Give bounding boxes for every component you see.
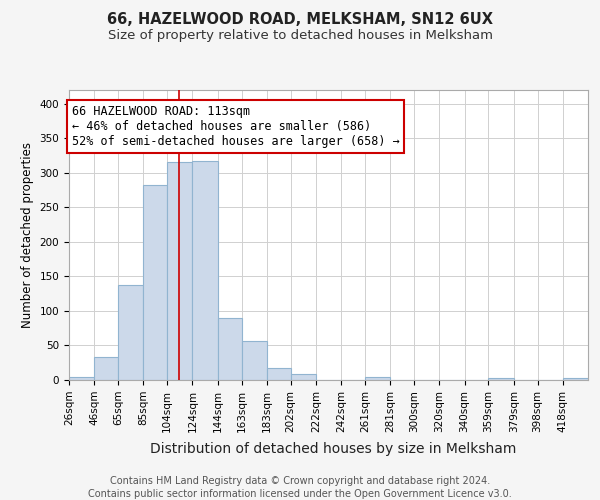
Text: Contains HM Land Registry data © Crown copyright and database right 2024.: Contains HM Land Registry data © Crown c… <box>110 476 490 486</box>
Bar <box>94 357 118 380</box>
Bar <box>167 162 193 380</box>
Bar <box>118 286 143 380</box>
Bar <box>563 378 588 380</box>
Text: Distribution of detached houses by size in Melksham: Distribution of detached houses by size … <box>150 442 516 456</box>
Bar <box>488 378 514 380</box>
Bar <box>365 377 390 380</box>
Text: Contains public sector information licensed under the Open Government Licence v3: Contains public sector information licen… <box>88 489 512 499</box>
Bar <box>218 318 242 380</box>
Bar <box>267 368 291 380</box>
Bar <box>193 161 218 380</box>
Text: Size of property relative to detached houses in Melksham: Size of property relative to detached ho… <box>107 29 493 42</box>
Text: 66 HAZELWOOD ROAD: 113sqm
← 46% of detached houses are smaller (586)
52% of semi: 66 HAZELWOOD ROAD: 113sqm ← 46% of detac… <box>71 105 399 148</box>
Y-axis label: Number of detached properties: Number of detached properties <box>21 142 34 328</box>
Bar <box>242 340 267 380</box>
Text: 66, HAZELWOOD ROAD, MELKSHAM, SN12 6UX: 66, HAZELWOOD ROAD, MELKSHAM, SN12 6UX <box>107 12 493 28</box>
Bar <box>143 184 167 380</box>
Bar <box>291 374 316 380</box>
Bar <box>69 376 94 380</box>
